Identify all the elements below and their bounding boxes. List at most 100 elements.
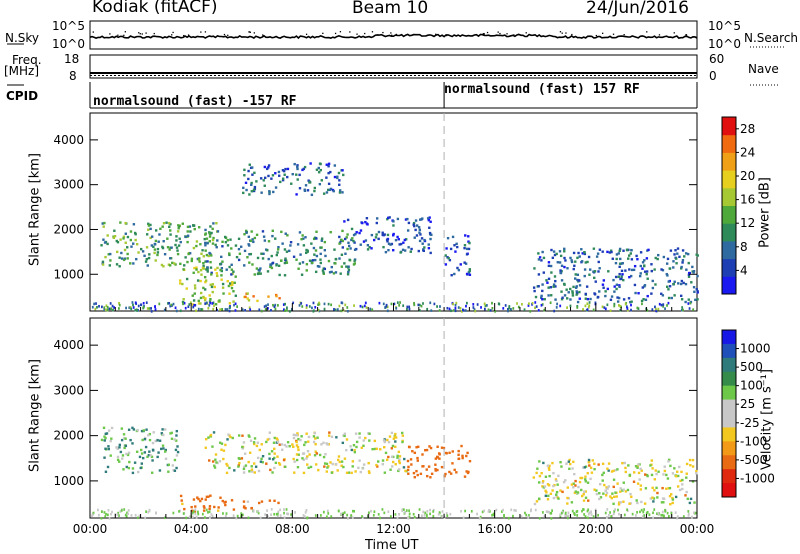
velocity-echo-pixel: [288, 444, 291, 448]
velocity-echo-pixel: [621, 489, 624, 492]
velocity-noise-pixel: [138, 514, 141, 518]
power-echo-pixel: [547, 294, 550, 297]
velocity-noise-pixel: [377, 513, 380, 516]
power-echo-pixel: [247, 299, 251, 302]
power-echo-pixel: [353, 241, 356, 244]
power-noise-pixel: [408, 305, 411, 309]
velocity-echo-pixel: [202, 505, 206, 508]
power-echo-pixel: [132, 262, 135, 265]
velocity-echo-pixel: [580, 494, 584, 498]
velocity-noise-pixel: [604, 511, 607, 515]
power-echo-pixel: [618, 262, 622, 265]
power-echo-pixel: [622, 249, 625, 252]
power-echo-pixel: [629, 252, 633, 255]
power-echo-pixel: [665, 285, 669, 288]
power-noise-pixel: [658, 302, 661, 306]
velocity-echo-pixel: [548, 464, 551, 468]
power-echo-pixel: [459, 263, 462, 266]
power-panel-frame: [89, 112, 698, 312]
velocity-echo-pixel: [538, 474, 542, 478]
velocity-noise-pixel: [124, 513, 127, 517]
velocity-colorbar-tick-label: 500: [740, 360, 763, 374]
power-noise-pixel: [273, 305, 276, 309]
sky-tick-bottom: 10^0: [52, 37, 85, 51]
velocity-noise-pixel: [612, 512, 615, 516]
power-echo-pixel: [124, 221, 127, 225]
power-echo-pixel: [377, 230, 381, 234]
velocity-echo-pixel: [307, 435, 311, 439]
velocity-echo-pixel: [556, 483, 559, 486]
power-echo-pixel: [406, 229, 410, 232]
velocity-echo-pixel: [141, 456, 145, 460]
power-noise-pixel: [195, 309, 198, 313]
velocity-echo-pixel: [463, 475, 467, 478]
velocity-echo-pixel: [653, 478, 656, 481]
power-echo-pixel: [351, 237, 354, 240]
velocity-noise-pixel: [641, 515, 644, 518]
velocity-echo-pixel: [253, 471, 257, 474]
velocity-echo-pixel: [329, 461, 332, 464]
velocity-echo-pixel: [425, 448, 429, 452]
velocity-echo-pixel: [610, 470, 614, 473]
power-echo-pixel: [643, 284, 647, 287]
noise-search-point: [561, 32, 563, 34]
power-echo-pixel: [253, 185, 257, 189]
velocity-echo-pixel: [532, 476, 536, 479]
velocity-echo-pixel: [382, 439, 386, 442]
velocity-colorbar-segment: [722, 455, 736, 470]
power-echo-pixel: [305, 263, 309, 266]
velocity-echo-pixel: [557, 474, 560, 478]
velocity-echo-pixel: [406, 468, 410, 472]
power-noise-pixel: [118, 303, 121, 307]
power-echo-pixel: [586, 297, 590, 301]
velocity-noise-pixel: [571, 509, 574, 513]
velocity-echo-pixel: [353, 450, 357, 454]
velocity-echo-pixel: [639, 484, 643, 487]
noise-search-point: [123, 34, 125, 36]
velocity-echo-pixel: [389, 468, 392, 471]
power-noise-pixel: [417, 303, 420, 307]
noise-search-point: [499, 32, 501, 35]
power-echo-pixel: [199, 291, 203, 295]
power-echo-pixel: [690, 281, 693, 284]
power-echo-pixel: [576, 278, 579, 282]
velocity-echo-pixel: [375, 447, 378, 451]
velocity-echo-pixel: [250, 468, 254, 471]
power-noise-pixel: [300, 302, 303, 305]
velocity-echo-pixel: [334, 462, 338, 466]
power-echo-pixel: [334, 271, 338, 274]
velocity-echo-pixel: [429, 476, 432, 479]
velocity-echo-pixel: [676, 485, 680, 488]
velocity-noise-pixel: [592, 515, 595, 518]
velocity-noise-pixel: [103, 511, 106, 514]
velocity-noise-pixel: [178, 510, 180, 513]
power-echo-pixel: [333, 164, 337, 167]
power-echo-pixel: [228, 253, 231, 257]
power-echo-pixel: [601, 250, 604, 253]
velocity-noise-pixel: [127, 512, 129, 516]
power-echo-pixel: [303, 165, 307, 169]
power-echo-pixel: [419, 233, 422, 236]
velocity-noise-pixel: [648, 513, 651, 516]
power-echo-pixel: [392, 234, 395, 237]
power-colorbar-segment: [722, 276, 736, 295]
velocity-echo-pixel: [644, 487, 648, 490]
velocity-noise-pixel: [266, 509, 268, 512]
velocity-noise-pixel: [487, 510, 490, 513]
cpid-mode-1: normalsound (fast) -157 RF: [93, 94, 297, 109]
velocity-noise-pixel: [104, 515, 107, 518]
velocity-echo-pixel: [637, 471, 641, 475]
power-echo-pixel: [576, 273, 580, 276]
velocity-noise-pixel: [257, 509, 259, 513]
power-noise-pixel: [207, 306, 210, 310]
velocity-noise-pixel: [626, 508, 629, 512]
power-echo-pixel: [694, 298, 697, 302]
power-echo-pixel: [347, 270, 350, 274]
power-echo-pixel: [316, 264, 320, 268]
power-echo-pixel: [656, 257, 659, 261]
power-echo-pixel: [403, 238, 407, 242]
power-echo-pixel: [113, 229, 116, 232]
velocity-echo-pixel: [312, 435, 316, 438]
velocity-noise-pixel: [420, 514, 423, 518]
velocity-echo-pixel: [438, 457, 441, 460]
